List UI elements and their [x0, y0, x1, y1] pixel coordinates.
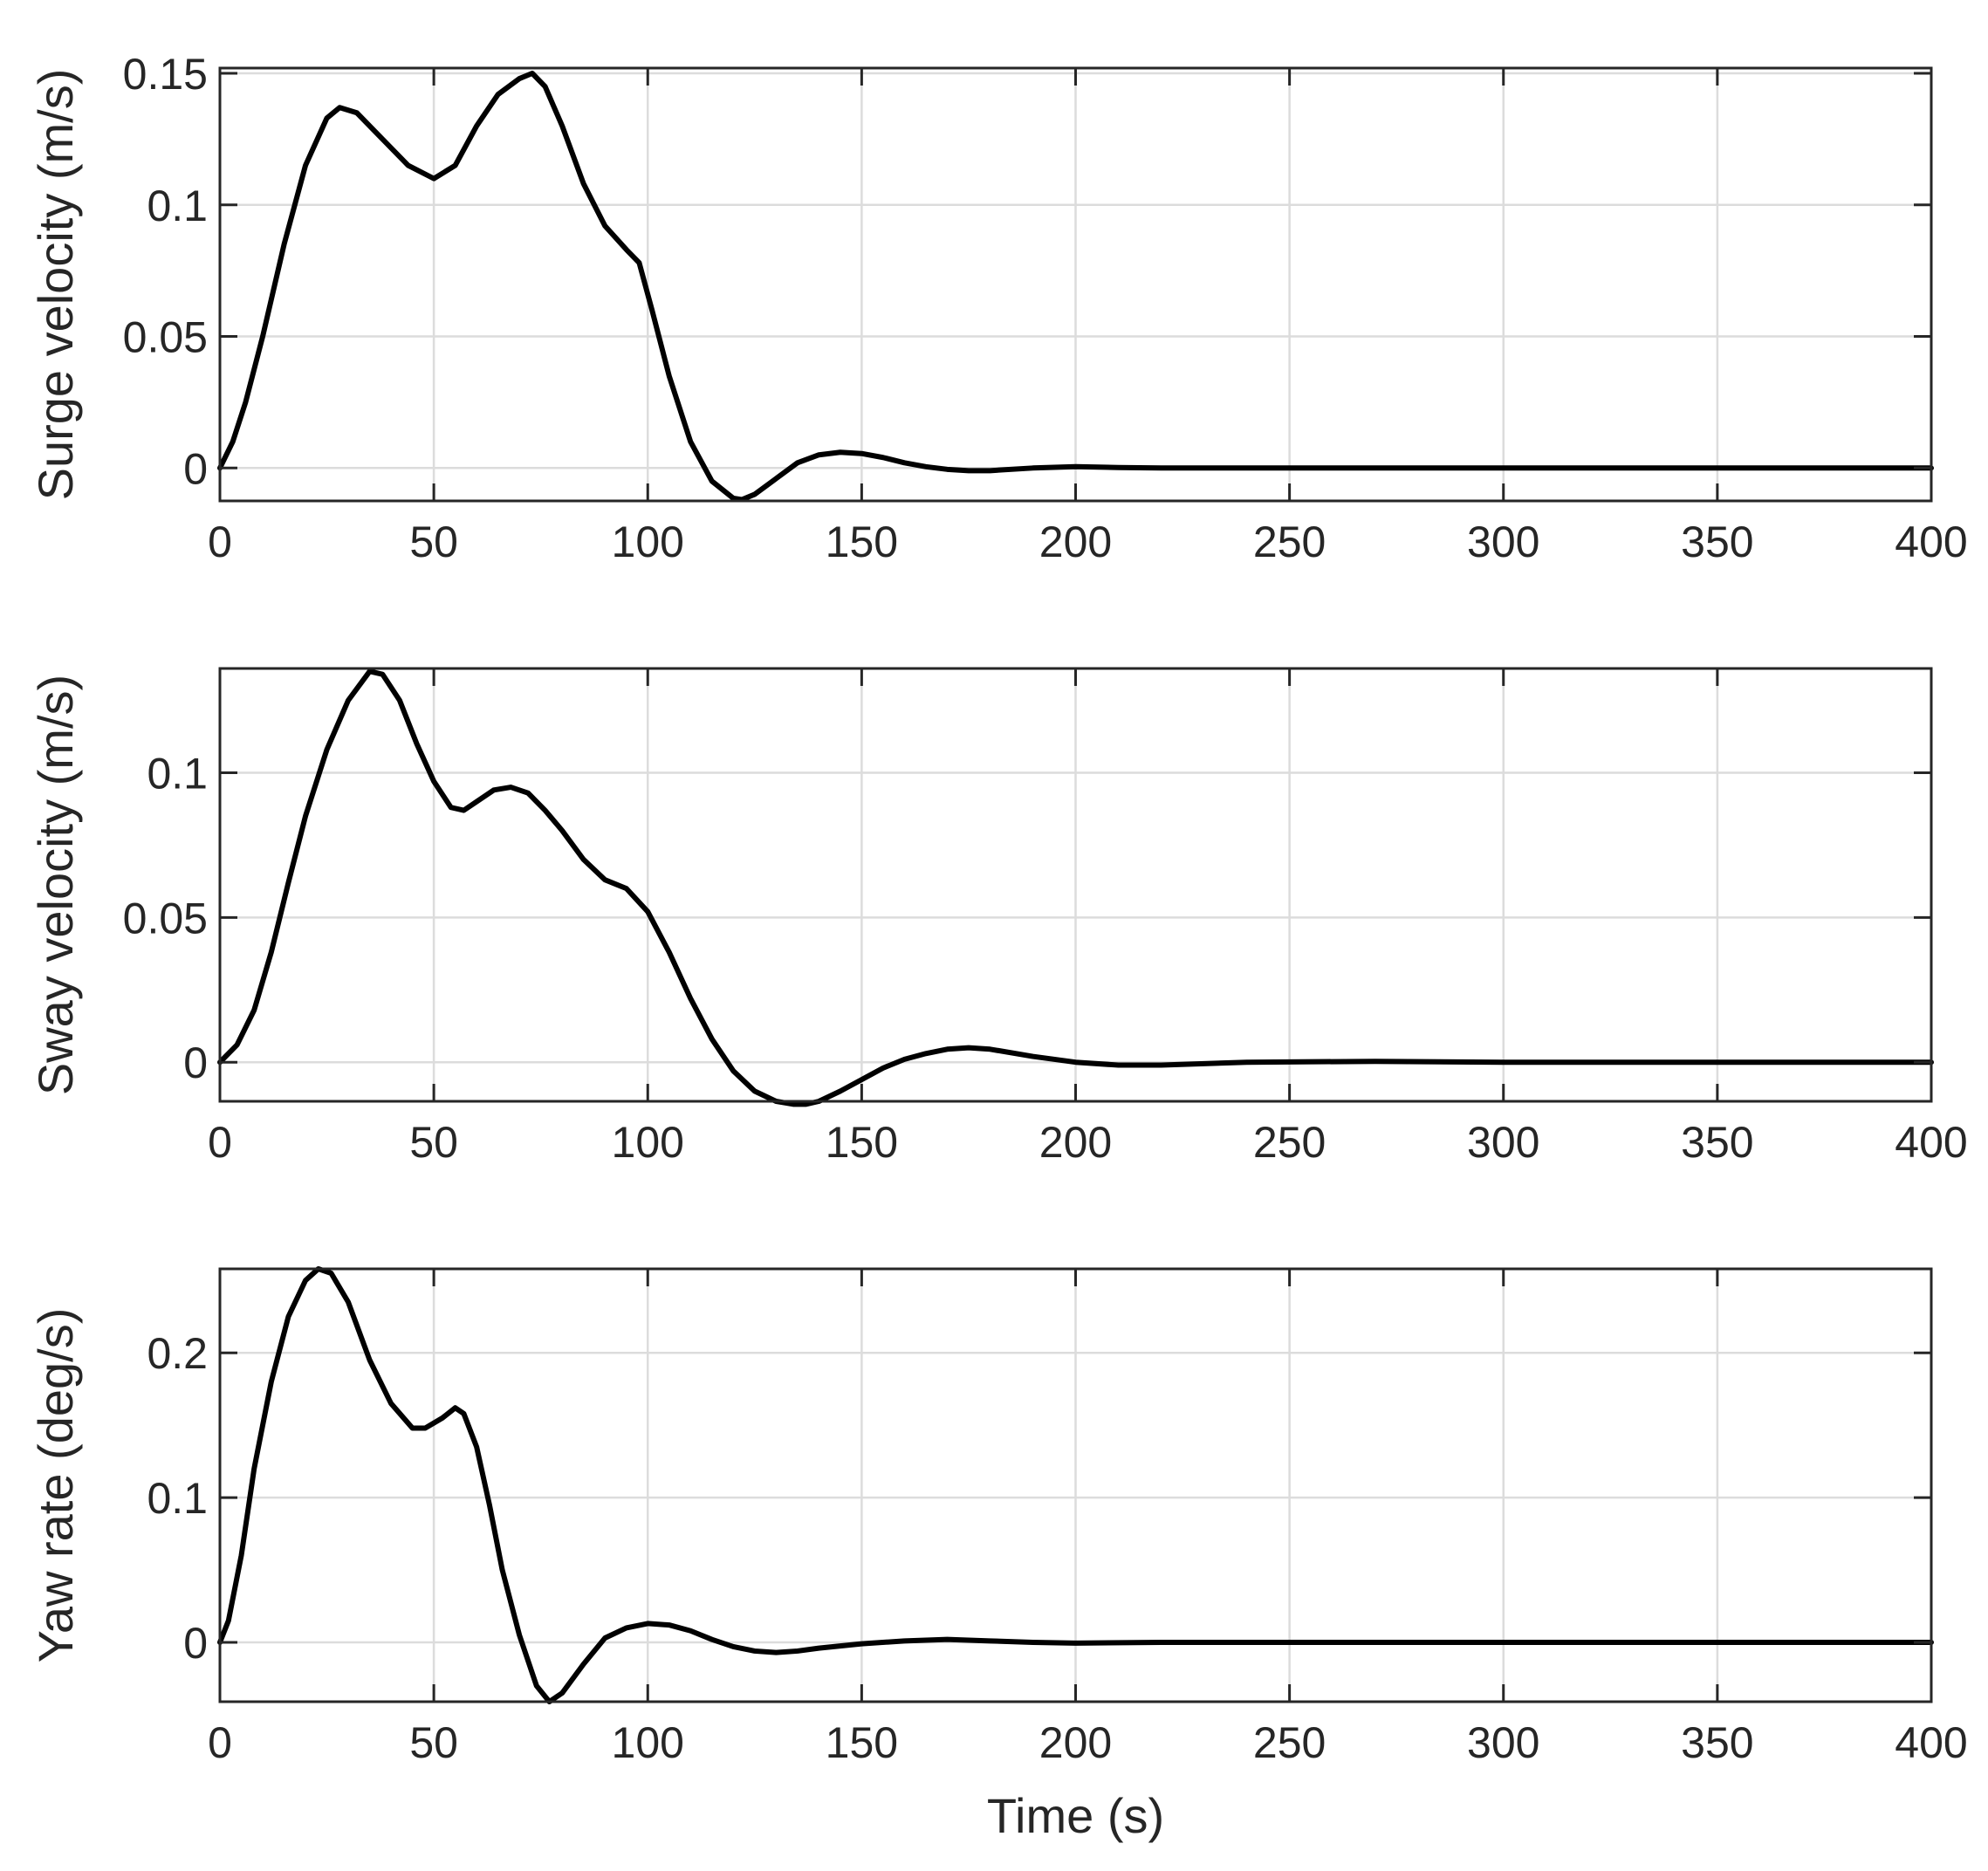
y-axis-label: Sway velocity (m/s): [28, 675, 83, 1095]
y-tick-label: 0.15: [123, 50, 208, 99]
x-tick-label: 0: [208, 517, 232, 566]
sway-velocity-panel: 0 50 100 150 200 250 300 350 400 0 0.05 0.1 Sway vel…: [28, 667, 1968, 1167]
y-tick-label: 0: [183, 1619, 208, 1668]
series-line: [217, 71, 1934, 503]
x-tick-label: 50: [409, 1118, 458, 1167]
y-tick-label: 0.05: [123, 313, 208, 362]
y-tick-label: 0.1: [147, 182, 208, 230]
y-axis-label: Yaw rate (deg/s): [28, 1308, 83, 1663]
x-tick-label: 300: [1467, 1718, 1539, 1767]
x-tick-label: 200: [1039, 1718, 1112, 1767]
x-tick-label: 150: [826, 1118, 898, 1167]
y-tick-label: 0.05: [123, 894, 208, 942]
x-tick-label: 100: [612, 517, 684, 566]
x-tick-label: 0: [208, 1718, 232, 1767]
y-tick-label: 0: [183, 444, 208, 493]
yaw-rate-panel: 0 50 100 150 200 250 300 350 400 0 0.1 0.2 Yaw rate …: [28, 1266, 1968, 1843]
series-line: [217, 1266, 1934, 1704]
x-tick-label: 400: [1895, 517, 1967, 566]
x-tick-label: 400: [1895, 1718, 1967, 1767]
x-tick-label: 350: [1681, 1718, 1753, 1767]
x-axis-label: Time (s): [987, 1788, 1164, 1843]
y-tick-label: 0.2: [147, 1329, 208, 1378]
x-tick-label: 350: [1681, 517, 1753, 566]
x-tick-label: 300: [1467, 517, 1539, 566]
series-line: [217, 668, 1934, 1107]
x-tick-label: 200: [1039, 517, 1112, 566]
x-tick-label: 200: [1039, 1118, 1112, 1167]
x-tick-label: 250: [1253, 517, 1326, 566]
y-tick-label: 0.1: [147, 1474, 208, 1523]
surge-velocity-panel: 0 50 100 150 200 250 300 350 400 0 0.05 0.1 0.15 Surg…: [28, 50, 1968, 566]
x-tick-label: 100: [612, 1718, 684, 1767]
x-tick-label: 50: [409, 517, 458, 566]
x-tick-label: 300: [1467, 1118, 1539, 1167]
y-tick-label: 0.1: [147, 749, 208, 798]
x-tick-label: 150: [826, 517, 898, 566]
y-tick-label: 0: [183, 1038, 208, 1087]
x-tick-label: 250: [1253, 1718, 1326, 1767]
x-tick-label: 400: [1895, 1118, 1967, 1167]
x-tick-label: 250: [1253, 1118, 1326, 1167]
y-axis-label: Surge velocity (m/s): [28, 69, 83, 501]
x-tick-label: 350: [1681, 1118, 1753, 1167]
x-tick-label: 50: [409, 1718, 458, 1767]
x-tick-label: 150: [826, 1718, 898, 1767]
x-tick-label: 0: [208, 1118, 232, 1167]
x-tick-label: 100: [612, 1118, 684, 1167]
